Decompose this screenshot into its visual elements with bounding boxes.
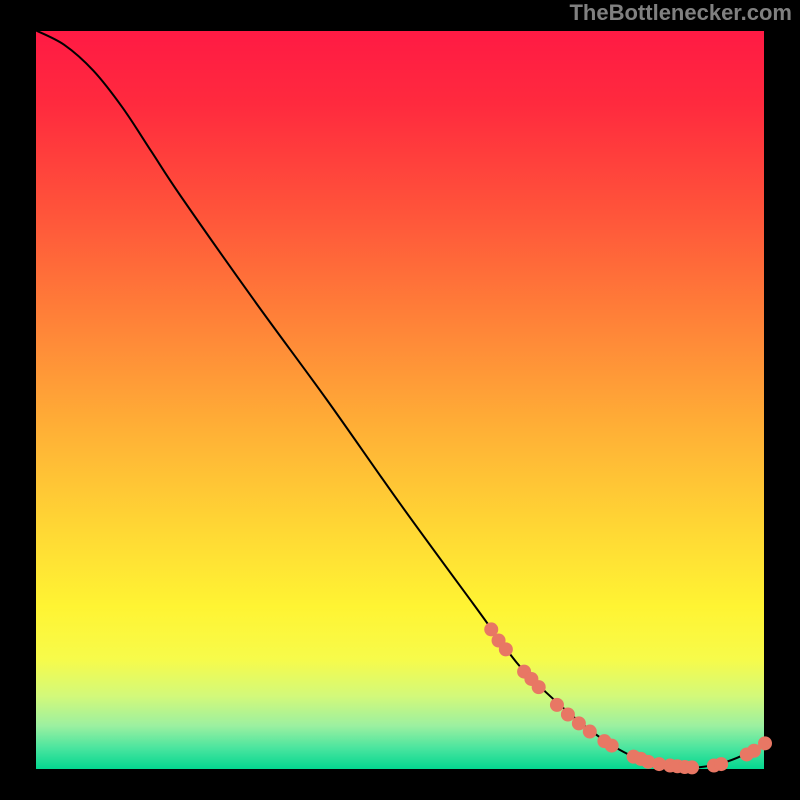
data-marker xyxy=(758,736,772,750)
data-marker xyxy=(685,760,699,774)
data-marker xyxy=(714,757,728,771)
data-marker xyxy=(532,680,546,694)
chart-svg xyxy=(0,0,800,800)
data-marker xyxy=(583,725,597,739)
data-marker xyxy=(605,739,619,753)
watermark-text: TheBottlenecker.com xyxy=(569,0,792,26)
data-marker xyxy=(550,698,564,712)
data-marker xyxy=(499,642,513,656)
data-marker xyxy=(561,708,575,722)
bottleneck-chart: TheBottlenecker.com xyxy=(0,0,800,800)
